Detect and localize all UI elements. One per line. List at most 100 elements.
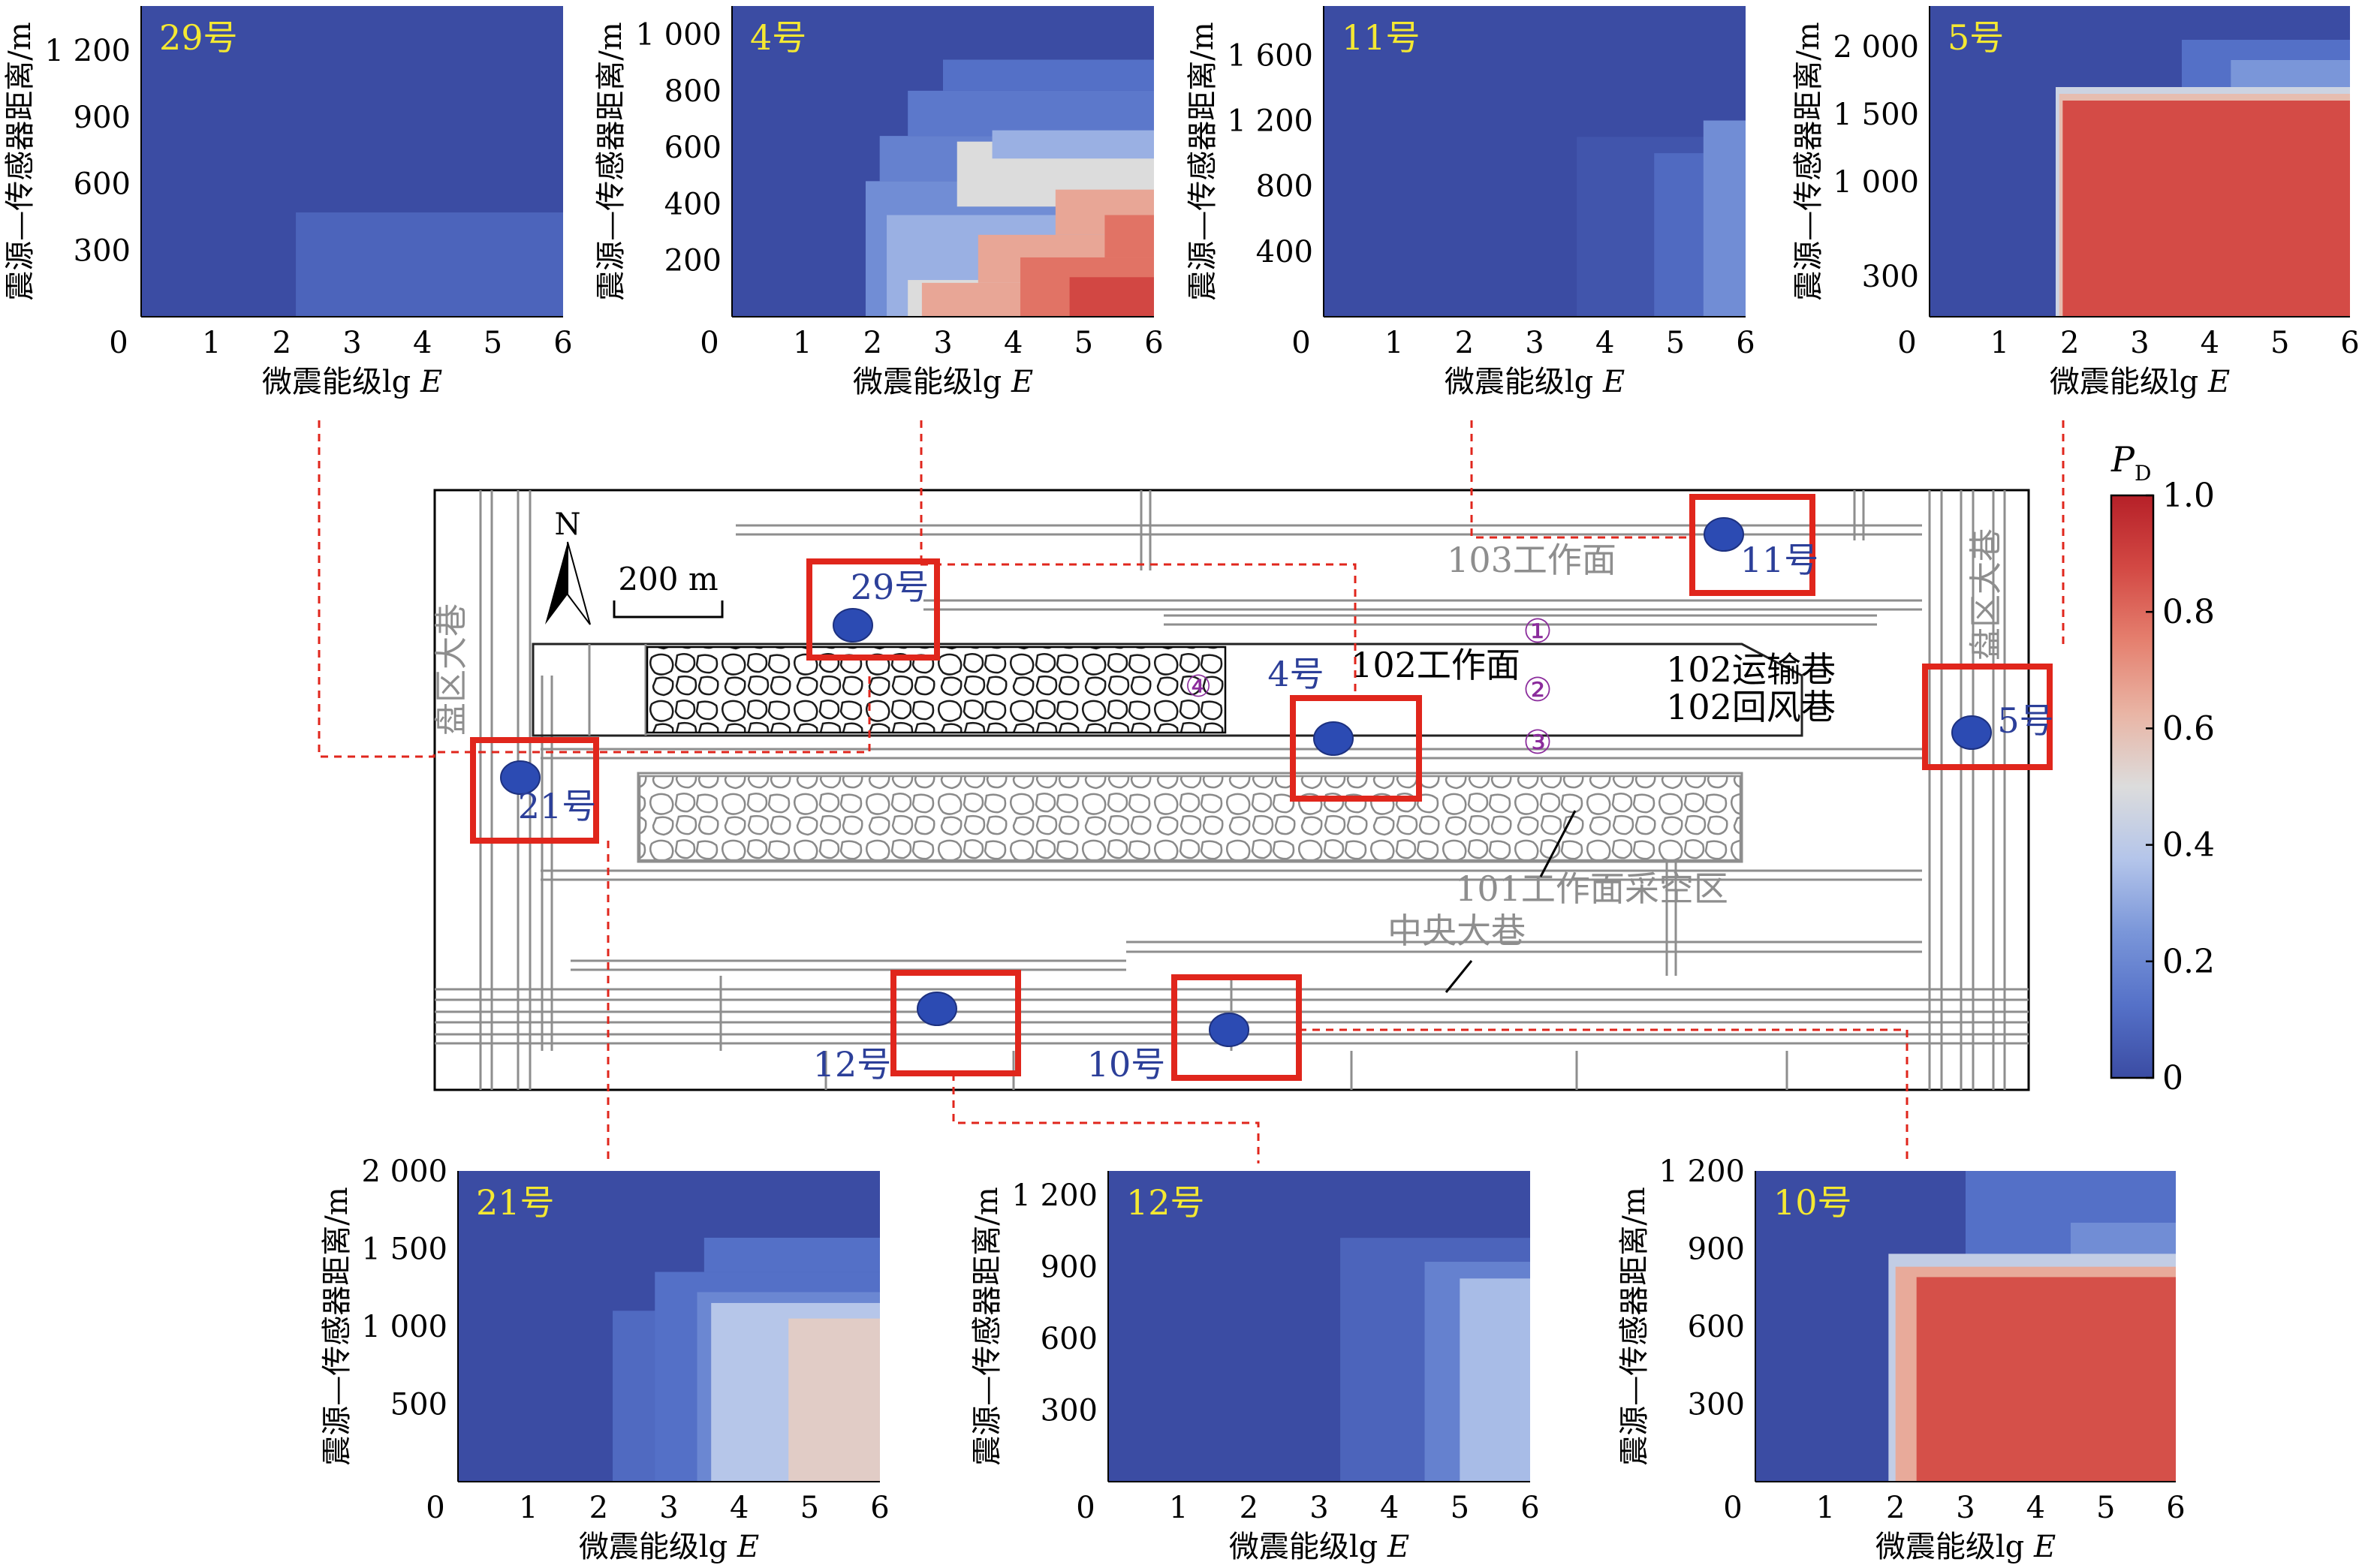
y-tick-label: 300: [1041, 1393, 1098, 1428]
north-arrow-half: [567, 541, 591, 625]
sensor-box-29: [806, 558, 940, 661]
y-tick-label: 300: [1688, 1388, 1745, 1422]
x-tick-label: 4: [1004, 326, 1023, 360]
colorbar-label-main: P: [2110, 439, 2135, 480]
y-tick-label: 1 000: [635, 18, 722, 53]
transport-label: 102运输巷: [1666, 649, 1836, 690]
y-tick-label: 300: [1862, 260, 1919, 294]
colorbar-tick-label: 0.4: [2162, 826, 2215, 865]
sensor-markers: 29号 4号 11号 5号 21号 12号 10号: [470, 494, 2054, 1085]
y-tick-label: 1 000: [1833, 165, 1919, 200]
scale-bar: [613, 600, 724, 618]
heatmap-cell: [1104, 215, 1154, 257]
x-tick-label: 6: [870, 1491, 889, 1525]
colorbar-tick-label: 0: [2162, 1059, 2183, 1097]
heatmap-panel-10: 0 1 2 3 4 5 6 1 200 900 600 300 微震能级lg E 震源—传感器距离/m 1…: [1617, 1154, 2186, 1564]
y-axis-label: 震源—传感器距离/m: [1186, 22, 1220, 300]
heatmap-cell: [908, 90, 1154, 137]
panel-title: 11号: [1342, 17, 1421, 58]
x-tick-label: 6: [2166, 1491, 2185, 1525]
roadway-network: [435, 490, 2029, 1090]
heatmap-cell: [1069, 277, 1154, 317]
x-tick-label: 1: [1384, 326, 1403, 360]
x-tick-label: 5: [484, 326, 502, 360]
heatmap-panel-5: 0 1 2 3 4 5 6 2 000 1 500 1 000 300 微震能级lg E 震源—传感器距…: [1791, 6, 2360, 399]
x-tick-label: 0: [700, 326, 719, 360]
heatmap-panel-4: 0 1 2 3 4 5 6 1 000 800 600 400 200 微震能级lg E 震源—传感器距离…: [594, 6, 1164, 399]
sensor-label-4: 4号: [1267, 654, 1324, 694]
x-tick-label: 1: [1816, 1491, 1835, 1525]
circle-1: ①: [1523, 612, 1552, 651]
panel-title: 29号: [159, 17, 238, 58]
heatmap-cell: [296, 212, 563, 317]
y-tick-label: 600: [74, 167, 131, 202]
x-tick-label: 5: [2096, 1491, 2115, 1525]
x-tick-label: 2: [1240, 1491, 1258, 1525]
sensor-dot-10: [1209, 1013, 1249, 1047]
goaf101-leader: [1539, 810, 1577, 877]
sensor-box-5: [1922, 664, 2053, 770]
sensor-box-12: [890, 970, 1021, 1076]
y-tick-label: 600: [664, 131, 722, 165]
y-tick-label: 2 000: [1833, 30, 1919, 65]
x-tick-label: 2: [863, 326, 882, 360]
x-tick-label: 0: [109, 326, 128, 360]
y-axis-label: 震源—传感器距离/m: [320, 1187, 354, 1465]
x-tick-label: 3: [1956, 1491, 1975, 1525]
x-tick-label: 1: [793, 326, 812, 360]
x-tick-label: 5: [1451, 1491, 1469, 1525]
y-tick-label: 800: [1256, 170, 1313, 204]
colorbar-tick-label: 0.2: [2162, 943, 2215, 981]
x-tick-label: 3: [659, 1491, 678, 1525]
y-tick-label: 900: [74, 101, 131, 135]
x-tick-label: 0: [1897, 326, 1916, 360]
x-tick-label: 2: [1455, 326, 1474, 360]
sensor-label-10: 10号: [1087, 1044, 1166, 1085]
connector-line: [1470, 420, 1692, 539]
colorbar-tick-label: 0.6: [2162, 709, 2215, 748]
x-tick-label: 5: [2270, 326, 2289, 360]
x-tick-label: 1: [1169, 1491, 1188, 1525]
heatmap-panel-12: 0 1 2 3 4 5 6 1 200 900 600 300 微震能级lg E 震源—传感器距离/m 1…: [970, 1171, 1540, 1564]
y-tick-label: 500: [390, 1388, 447, 1422]
x-axis-label: 微震能级lg E: [579, 1530, 759, 1564]
north-label: N: [555, 507, 581, 542]
heatmap-panel-11: 0 1 2 3 4 5 6 1 600 1 200 800 400 微震能级lg E 震源—传感器距离/…: [1186, 6, 1755, 399]
y-tick-label: 800: [664, 74, 722, 109]
heatmap-panel-21: 0 1 2 3 4 5 6 2 000 1 500 1 000 500 微震能级lg E 震源—传感器距…: [320, 1154, 890, 1564]
heatmap-cell: [992, 130, 1154, 159]
x-tick-label: 0: [1723, 1491, 1742, 1525]
x-tick-label: 3: [1309, 1491, 1328, 1525]
sensor-label-11: 11号: [1740, 540, 1819, 580]
sensor-box-21: [470, 737, 599, 844]
sensor-dot-29: [833, 608, 873, 643]
y-tick-label: 200: [664, 244, 722, 278]
x-tick-label: 2: [589, 1491, 608, 1525]
x-tick-label: 4: [413, 326, 432, 360]
x-tick-label: 4: [1380, 1491, 1399, 1525]
y-tick-label: 1 200: [1011, 1178, 1098, 1213]
sensor-dot-21: [500, 760, 541, 795]
panel-title: 10号: [1773, 1182, 1852, 1223]
x-tick-label: 1: [519, 1491, 538, 1525]
connector-line: [1299, 1028, 1909, 1163]
sensor-dot-4: [1313, 721, 1354, 756]
circle-2: ②: [1523, 671, 1552, 709]
colorbar-tick-label: 0.8: [2162, 593, 2215, 631]
y-tick-label: 600: [1041, 1322, 1098, 1356]
mine-map: N 200 m 103工作面 102工作面 102运输巷 102回风巷 101工…: [318, 420, 2065, 1163]
sensor-box-10: [1171, 974, 1302, 1081]
x-axis-label: 微震能级lg E: [2050, 365, 2230, 399]
x-tick-label: 2: [273, 326, 291, 360]
face102-label: 102工作面: [1351, 645, 1520, 685]
goaf101-label: 101工作面采空区: [1455, 868, 1728, 909]
y-tick-label: 1 600: [1227, 38, 1313, 73]
colorbar: PD 1.0 0.8 0.6 0.4 0.2 0: [2110, 439, 2215, 1097]
x-tick-label: 5: [800, 1491, 819, 1525]
x-tick-label: 6: [2340, 326, 2359, 360]
sensor-dot-11: [1704, 517, 1744, 552]
x-tick-label: 6: [1736, 326, 1755, 360]
x-tick-label: 2: [1886, 1491, 1905, 1525]
panel-title: 12号: [1126, 1182, 1205, 1223]
